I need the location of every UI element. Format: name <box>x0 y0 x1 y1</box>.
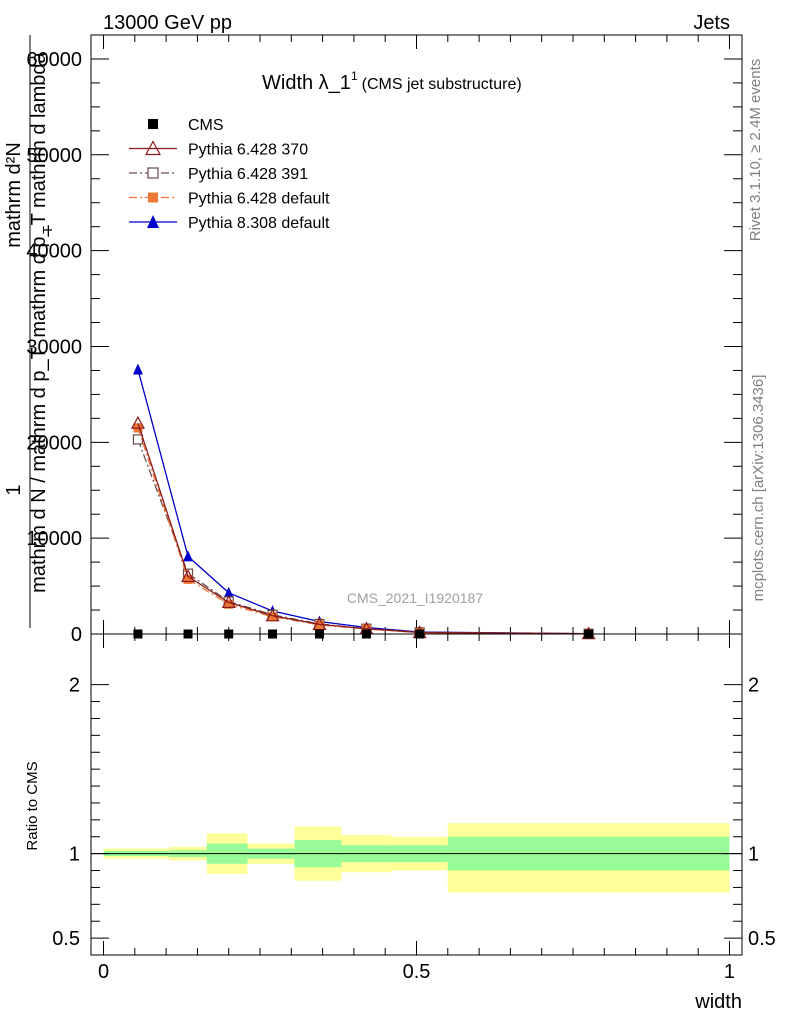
plot-title-note: (CMS jet substructure) <box>362 76 522 93</box>
legend-label-3: Pythia 6.428 default <box>188 191 330 208</box>
series-3-point-1 <box>183 574 193 584</box>
legend-label-0: CMS <box>188 117 224 134</box>
series-1-point-4 <box>312 617 327 631</box>
top-ylabel: mathrm d²N mathrm d p_T mathrm d lambda … <box>3 35 55 628</box>
legend-marker-2 <box>147 167 159 179</box>
ratio-y-tick-label-right-2: 2 <box>748 675 759 697</box>
ylabel-top-den: mathrm d p_T mathrm d lambda <box>28 51 50 337</box>
top-y-tick-label-0: 0 <box>71 624 82 646</box>
ratio-y-tick-label-left-2: 2 <box>69 675 80 697</box>
plot-title-main: Width λ_1 <box>262 72 351 94</box>
series-line-2 <box>137 439 589 635</box>
legend-marker-3 <box>148 192 158 203</box>
header-left: 13000 GeV pp <box>103 12 232 34</box>
series-line-1 <box>137 422 589 635</box>
ylabel-top-num: mathrm d²N <box>3 142 25 248</box>
legend-marker-4 <box>147 215 159 228</box>
series-1-point-2 <box>221 595 236 608</box>
x-tick-label-0: 0 <box>98 961 109 983</box>
ratio-xlabel: width <box>694 991 742 1013</box>
series-4-point-0 <box>132 363 143 375</box>
legend: CMS Pythia 6.428 370 Pythia 6.428 391 Pythi… <box>129 117 330 232</box>
series-4-point-1 <box>183 550 194 562</box>
top-y-tick-label-4: 40000 <box>26 241 82 263</box>
ratio-frame <box>90 633 743 956</box>
top-y-tick-label-1: 10000 <box>26 528 82 550</box>
top-y-tick-label-3: 30000 <box>26 336 82 358</box>
top-y-tick-label-6: 60000 <box>26 49 82 71</box>
series-2-point-0 <box>132 434 144 445</box>
legend-marker-0 <box>148 119 158 129</box>
ratio-y-tick-label-left-1: 1 <box>69 844 80 866</box>
ylabel-sub: T <box>40 226 55 234</box>
ylabel-bottom-den: mathrm d N / mathrm d p_T <box>28 347 50 593</box>
ratio-ylabel: Ratio to CMS <box>24 761 41 850</box>
series-1-point-0 <box>130 415 145 429</box>
top-y-tick-label-5: 50000 <box>26 145 82 167</box>
series-1-point-1 <box>181 569 196 583</box>
plot-title-sup: 1 <box>351 69 358 83</box>
mcplots-label: mcplots.cern.ch [arXiv:1306.3436] <box>750 375 767 602</box>
top-panel: 0 10000 20000 30000 40000 50000 60000 <box>26 34 743 646</box>
plot-title: Width λ_11 (CMS jet substructure) <box>262 69 522 94</box>
ratio-y-tick-label-right-0: 0.5 <box>748 928 776 950</box>
legend-marker-1 <box>144 140 162 156</box>
legend-label-1: Pythia 6.428 370 <box>188 142 308 159</box>
ratio-y-tick-label-left-0: 0.5 <box>52 928 80 950</box>
series-3-point-3 <box>268 612 278 622</box>
analysis-watermark: CMS_2021_I1920187 <box>347 590 483 606</box>
rivet-label: Rivet 3.1.10, ≥ 2.4M events <box>747 59 764 242</box>
series-3-point-2 <box>224 599 234 609</box>
x-tick-label-1: 0.5 <box>403 961 431 983</box>
ratio-panel: 0 0.5 1 0.5 0.5 1 1 2 2 <box>52 633 776 983</box>
top-y-tick-label-2: 20000 <box>26 432 82 454</box>
ratio-y-tick-label-right-1: 1 <box>748 844 759 866</box>
series-4-point-2 <box>223 586 234 598</box>
header-right: Jets <box>693 12 730 34</box>
x-tick-label-2: 1 <box>724 961 735 983</box>
series-1-point-3 <box>265 608 280 622</box>
legend-label-2: Pythia 6.428 391 <box>188 166 308 183</box>
ylabel-bottom-num: 1 <box>3 484 25 495</box>
legend-label-4: Pythia 8.308 default <box>188 215 330 232</box>
